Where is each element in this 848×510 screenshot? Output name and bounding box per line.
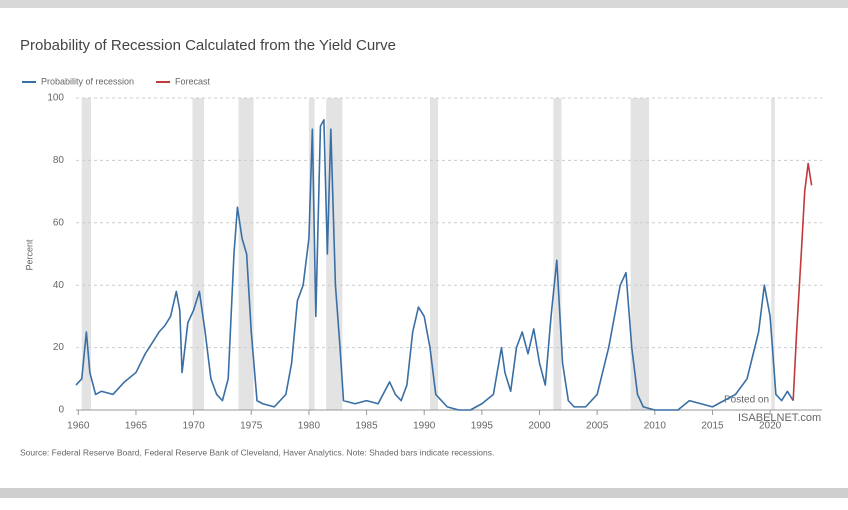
series-line bbox=[75, 119, 794, 411]
source-note: Source: Federal Reserve Board, Federal R… bbox=[20, 447, 494, 457]
series-line bbox=[792, 162, 813, 401]
x-tick-label: 1990 bbox=[413, 421, 436, 432]
watermark: Posted on bbox=[724, 395, 769, 406]
x-tick-label: 1995 bbox=[471, 421, 494, 432]
y-tick-label: 20 bbox=[53, 342, 65, 353]
x-tick-label: 2020 bbox=[759, 421, 782, 432]
legend-label: Forecast bbox=[175, 76, 211, 86]
x-tick-label: 1970 bbox=[182, 421, 205, 432]
recession-band bbox=[81, 98, 91, 410]
recession-band bbox=[429, 98, 439, 410]
x-tick-label: 1960 bbox=[67, 421, 90, 432]
watermark: ISABELNET.com bbox=[738, 412, 821, 424]
bottom-border bbox=[0, 488, 848, 498]
x-tick-label: 2005 bbox=[586, 421, 609, 432]
y-axis-label: Percent bbox=[24, 239, 34, 271]
recession-band bbox=[771, 98, 775, 410]
chart-title: Probability of Recession Calculated from… bbox=[20, 37, 396, 54]
x-tick-label: 1985 bbox=[355, 421, 378, 432]
x-tick-label: 2015 bbox=[701, 421, 724, 432]
x-tick-label: 2010 bbox=[644, 421, 667, 432]
y-tick-label: 100 bbox=[47, 93, 64, 104]
x-tick-label: 1975 bbox=[240, 421, 263, 432]
recession-band bbox=[308, 98, 315, 410]
legend-label: Probability of recession bbox=[41, 76, 134, 86]
x-tick-label: 1980 bbox=[298, 421, 321, 432]
recession-band bbox=[553, 98, 562, 410]
y-tick-label: 80 bbox=[53, 155, 65, 166]
recession-band bbox=[192, 98, 204, 410]
recession-band bbox=[630, 98, 650, 410]
x-tick-label: 1965 bbox=[125, 421, 148, 432]
x-tick-label: 2000 bbox=[528, 421, 551, 432]
y-tick-label: 40 bbox=[53, 280, 65, 291]
y-tick-label: 60 bbox=[53, 217, 65, 228]
y-tick-label: 0 bbox=[58, 405, 64, 416]
top-border bbox=[0, 0, 848, 8]
